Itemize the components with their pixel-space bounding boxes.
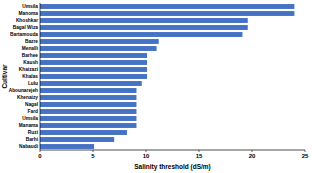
tick [305,150,306,152]
category-label: Menalli [22,46,38,51]
y-axis [40,3,41,150]
bar [40,137,114,142]
bar [40,102,136,107]
tick-label: 25 [302,153,309,159]
category-label: Khalas [22,74,38,79]
bar [40,11,294,16]
tick [93,150,94,152]
tick-label: 10 [143,153,150,159]
category-label: Manoma [19,11,39,16]
category-label: Ruzi [28,130,38,135]
bar [40,53,147,58]
tick [40,150,41,152]
bar [40,81,142,86]
bar [40,4,294,9]
bar [40,74,147,79]
category-label: Fard [28,109,38,114]
category-label: Khaizazi [19,67,38,72]
bar [40,18,248,23]
tick-label: 20 [249,153,256,159]
tick [146,150,147,152]
bar [40,130,127,135]
bar [40,32,242,37]
x-axis-title: Salinity threshold (dS/m) [134,163,211,171]
tick [252,150,253,152]
tick-label: 0 [38,153,42,159]
category-label: Lulu [28,81,38,86]
category-label: Bartamouda [10,32,38,37]
category-label: Abounarejeh [9,88,38,93]
tick [199,150,200,152]
bar [40,88,136,93]
bar [40,116,136,121]
bar [40,60,147,65]
chart: Umsila Manoma Khoshkar Bagal Wiza Bartamouda… [0,0,312,173]
tick-label: 15 [196,153,203,159]
bars [40,4,294,149]
bar [40,25,248,30]
category-label: Nagal [25,102,38,107]
category-label: Umsila [22,4,38,9]
category-label: Bazre [25,39,38,44]
category-label: Kaush [23,60,38,65]
category-label: Barhi [26,137,38,142]
tick-label: 5 [91,153,95,159]
category-label: Khenaizy [17,95,38,100]
bar [40,144,94,149]
bar [40,95,136,100]
bar [40,67,147,72]
category-label: Nabaudi [19,144,38,149]
category-label: Umsila [22,116,38,121]
x-axis [40,150,305,151]
bar [40,46,157,51]
category-label: Barhee [22,53,39,58]
bar [40,123,136,128]
category-label: Manama [19,123,39,128]
bar [40,109,136,114]
category-label: Bagal Wiza [13,25,39,30]
y-axis-title: Cultivar [1,64,8,89]
category-label: Khoshkar [16,18,38,23]
bar [40,39,159,44]
